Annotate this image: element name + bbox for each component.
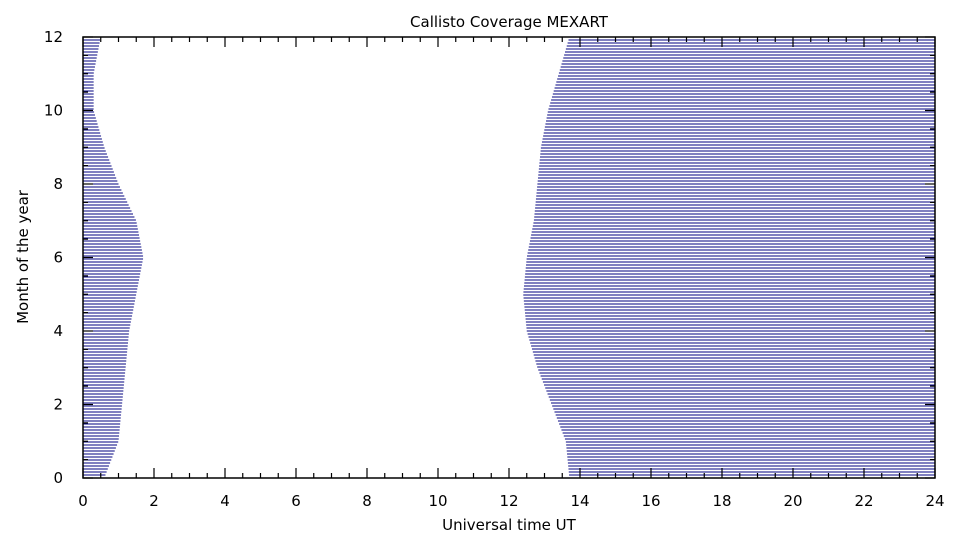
x-tick-label: 20 <box>783 492 802 510</box>
y-tick-label: 10 <box>44 102 63 120</box>
x-tick-label: 2 <box>149 492 159 510</box>
y-tick-label: 12 <box>44 28 63 46</box>
x-tick-label: 22 <box>854 492 873 510</box>
y-tick-label: 4 <box>53 322 63 340</box>
y-tick-label: 8 <box>53 175 63 193</box>
y-tick-label: 6 <box>53 249 63 267</box>
x-tick-label: 4 <box>220 492 230 510</box>
x-tick-label: 14 <box>570 492 589 510</box>
y-tick-label: 2 <box>53 396 63 414</box>
coverage-fill-layer <box>83 37 935 478</box>
x-tick-label: 8 <box>362 492 372 510</box>
x-tick-label: 0 <box>78 492 88 510</box>
x-tick-label: 6 <box>291 492 301 510</box>
x-tick-label: 24 <box>925 492 944 510</box>
x-tick-label: 12 <box>499 492 518 510</box>
chart-title: Callisto Coverage MEXART <box>410 13 609 31</box>
y-axis-label: Month of the year <box>14 189 32 324</box>
x-axis-label: Universal time UT <box>442 516 577 534</box>
x-tick-label: 16 <box>641 492 660 510</box>
x-axis-ticks: 0 2 4 6 8 10 12 14 16 18 20 22 24 <box>78 37 945 510</box>
x-tick-label: 18 <box>712 492 731 510</box>
x-tick-label: 10 <box>428 492 447 510</box>
y-axis-ticks: 0 2 4 6 8 10 12 <box>44 28 935 487</box>
y-tick-label: 0 <box>53 469 63 487</box>
